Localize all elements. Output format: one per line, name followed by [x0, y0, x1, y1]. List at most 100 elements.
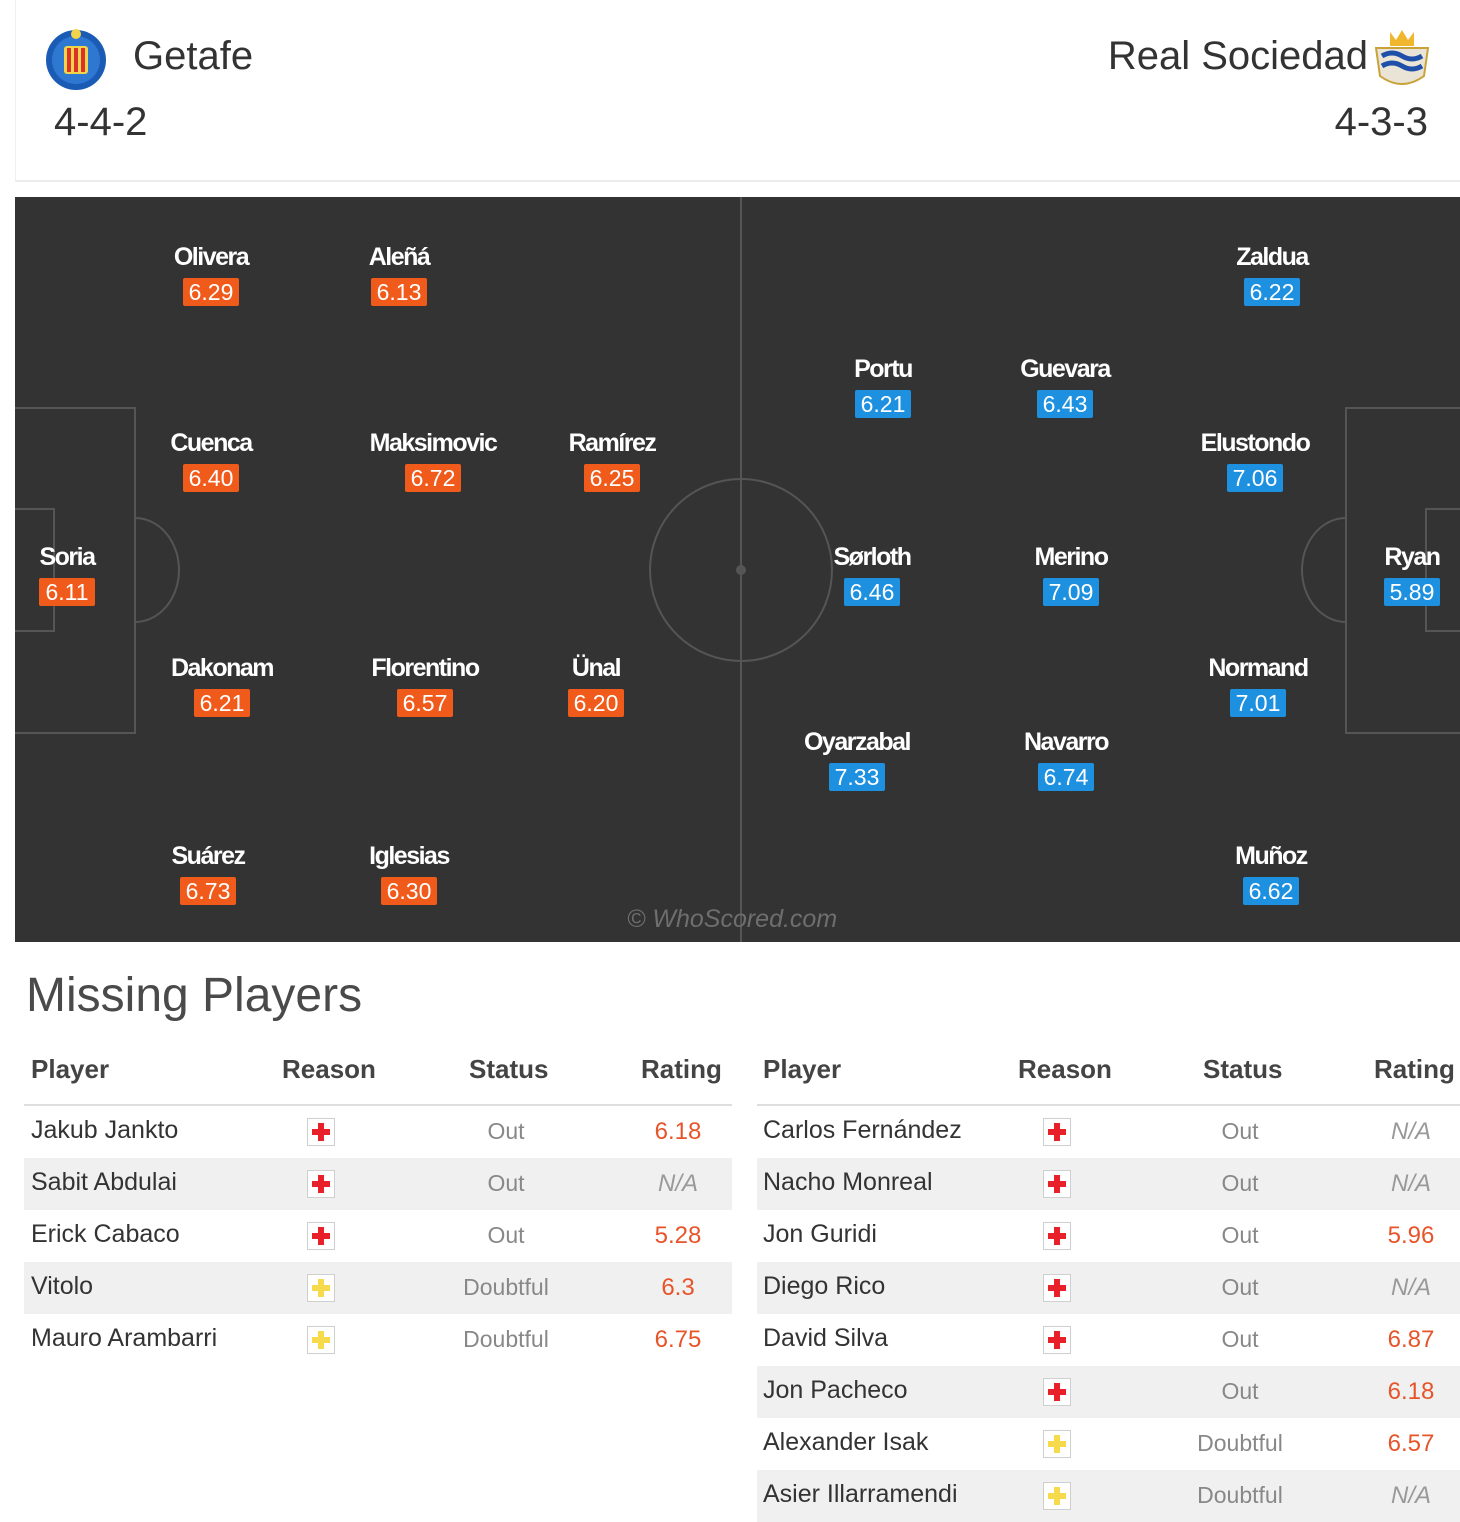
missing-rating: 6.87 — [1387, 1326, 1435, 1353]
away-player-elustondo[interactable]: Elustondo 7.06 — [1155, 428, 1355, 492]
missing-player-name[interactable]: Asier Illarramendi — [763, 1480, 958, 1508]
away-player-navarro[interactable]: Navarro 6.74 — [966, 727, 1166, 791]
away-player-zaldua[interactable]: Zaldua 6.22 — [1172, 242, 1372, 306]
home-player-suarez[interactable]: Suárez 6.73 — [108, 841, 308, 905]
home-player-florentino[interactable]: Florentino 6.57 — [325, 653, 525, 717]
home-player-alena[interactable]: Aleñá 6.13 — [299, 242, 499, 306]
away-player-normand[interactable]: Normand 7.01 — [1158, 653, 1358, 717]
missing-rating: N/A — [1390, 1274, 1431, 1301]
away-player-ryan[interactable]: Ryan 5.89 — [1312, 542, 1460, 606]
missing-player-name[interactable]: Jon Guridi — [763, 1220, 877, 1248]
missing-player-name[interactable]: David Silva — [763, 1324, 889, 1352]
table-row[interactable]: Asier Illarramendi Doubtful N/A — [757, 1470, 1460, 1522]
table-row[interactable]: Erick Cabaco Out 5.28 — [24, 1210, 732, 1262]
table-row[interactable]: Jon Guridi Out 5.96 — [757, 1210, 1460, 1262]
player-name: Normand — [1208, 654, 1309, 682]
away-formation: 4-3-3 — [1334, 100, 1428, 144]
missing-rating: 5.28 — [654, 1222, 702, 1249]
player-name: Olivera — [173, 243, 250, 271]
home-player-cuenca[interactable]: Cuenca 6.40 — [111, 428, 311, 492]
injury-cross-icon — [307, 1222, 335, 1250]
home-player-maksimovic[interactable]: Maksimovic 6.72 — [333, 428, 533, 492]
missing-rating: N/A — [1390, 1482, 1431, 1509]
home-team-name[interactable]: Getafe — [133, 34, 254, 78]
away-player-merino[interactable]: Merino 7.09 — [971, 542, 1171, 606]
player-name: Ünal — [571, 654, 622, 682]
player-rating: 6.20 — [568, 689, 624, 717]
home-player-soria[interactable]: Soria 6.11 — [15, 542, 167, 606]
home-player-iglesias[interactable]: Iglesias 6.30 — [309, 841, 509, 905]
player-name: Cuenca — [170, 429, 253, 457]
missing-player-name[interactable]: Alexander Isak — [763, 1428, 929, 1456]
player-name: Suárez — [171, 842, 246, 870]
player-rating: 6.72 — [405, 464, 461, 492]
header-player: Player — [763, 1054, 842, 1084]
player-name: Zaldua — [1236, 243, 1309, 271]
injury-cross-icon — [1043, 1326, 1071, 1354]
table-row[interactable]: Nacho Monreal Out N/A — [757, 1158, 1460, 1210]
away-player-portu[interactable]: Portu 6.21 — [783, 354, 983, 418]
table-row[interactable]: Carlos Fernández Out N/A — [757, 1106, 1460, 1158]
player-name: Aleñá — [368, 243, 431, 271]
missing-rating: N/A — [657, 1170, 698, 1197]
missing-player-name[interactable]: Vitolo — [31, 1272, 94, 1300]
missing-status: Out — [1221, 1326, 1259, 1352]
home-player-unal[interactable]: Ünal 6.20 — [496, 653, 696, 717]
missing-player-name[interactable]: Mauro Arambarri — [31, 1324, 218, 1352]
header-rating: Rating — [1374, 1054, 1455, 1084]
pitch-markings — [15, 197, 1460, 942]
header-status: Status — [469, 1054, 549, 1084]
away-player-oyarzabal[interactable]: Oyarzabal 7.33 — [757, 727, 957, 791]
player-rating: 6.46 — [844, 578, 900, 606]
home-missing-rows: Jakub Jankto Out 6.18 Sabit Abdulai Out N/A Er… — [24, 1106, 732, 1366]
table-row[interactable]: Sabit Abdulai Out N/A — [24, 1158, 732, 1210]
table-row[interactable]: Jon Pacheco Out 6.18 — [757, 1366, 1460, 1418]
table-row[interactable]: David Silva Out 6.87 — [757, 1314, 1460, 1366]
home-player-ramirez[interactable]: Ramírez 6.25 — [512, 428, 712, 492]
player-rating: 7.06 — [1227, 464, 1283, 492]
missing-player-name[interactable]: Carlos Fernández — [763, 1116, 962, 1144]
player-name: Elustondo — [1200, 429, 1311, 457]
missing-rating: 6.3 — [661, 1274, 695, 1301]
missing-player-name[interactable]: Jon Pacheco — [763, 1376, 908, 1404]
doubtful-cross-icon — [307, 1326, 335, 1354]
player-name: Portu — [854, 355, 913, 383]
table-row[interactable]: Jakub Jankto Out 6.18 — [24, 1106, 732, 1158]
player-rating: 6.62 — [1243, 877, 1299, 905]
player-rating: 6.29 — [183, 278, 239, 306]
doubtful-cross-icon — [1043, 1430, 1071, 1458]
player-rating: 5.89 — [1384, 578, 1440, 606]
header-player: Player — [31, 1054, 110, 1084]
missing-rating: 5.96 — [1387, 1222, 1435, 1249]
missing-player-name[interactable]: Sabit Abdulai — [31, 1168, 177, 1196]
missing-status: Doubtful — [463, 1326, 549, 1352]
match-header: Getafe 4-4-2 Real Sociedad 4-3-3 — [15, 0, 1460, 182]
table-row[interactable]: Mauro Arambarri Doubtful 6.75 — [24, 1314, 732, 1366]
player-name: Soria — [39, 543, 96, 571]
home-player-dakonam[interactable]: Dakonam 6.21 — [122, 653, 322, 717]
header-reason: Reason — [1018, 1054, 1112, 1084]
away-player-sorloth[interactable]: Sørloth 6.46 — [772, 542, 972, 606]
away-team-name[interactable]: Real Sociedad — [1107, 34, 1368, 78]
player-rating: 6.21 — [855, 390, 911, 418]
player-rating: 6.74 — [1038, 763, 1094, 791]
player-name: Merino — [1034, 543, 1109, 571]
table-row[interactable]: Vitolo Doubtful 6.3 — [24, 1262, 732, 1314]
home-player-olivera[interactable]: Olivera 6.29 — [111, 242, 311, 306]
away-player-guevara[interactable]: Guevara 6.43 — [965, 354, 1165, 418]
missing-player-name[interactable]: Diego Rico — [763, 1272, 886, 1300]
away-player-munoz[interactable]: Muñoz 6.62 — [1171, 841, 1371, 905]
table-row[interactable]: Diego Rico Out N/A — [757, 1262, 1460, 1314]
missing-status: Out — [487, 1222, 525, 1248]
player-name: Oyarzabal — [803, 728, 912, 756]
player-rating: 6.30 — [381, 877, 437, 905]
missing-status: Out — [1221, 1274, 1259, 1300]
missing-rating: 6.75 — [654, 1326, 702, 1353]
table-row[interactable]: Alexander Isak Doubtful 6.57 — [757, 1418, 1460, 1470]
missing-player-name[interactable]: Jakub Jankto — [31, 1116, 179, 1144]
player-rating: 6.43 — [1037, 390, 1093, 418]
player-name: Ramírez — [568, 429, 657, 457]
missing-player-name[interactable]: Erick Cabaco — [31, 1220, 180, 1248]
missing-player-name[interactable]: Nacho Monreal — [763, 1168, 933, 1196]
home-missing-table: Player Reason Status Rating Jakub Jankto… — [24, 1044, 732, 1366]
